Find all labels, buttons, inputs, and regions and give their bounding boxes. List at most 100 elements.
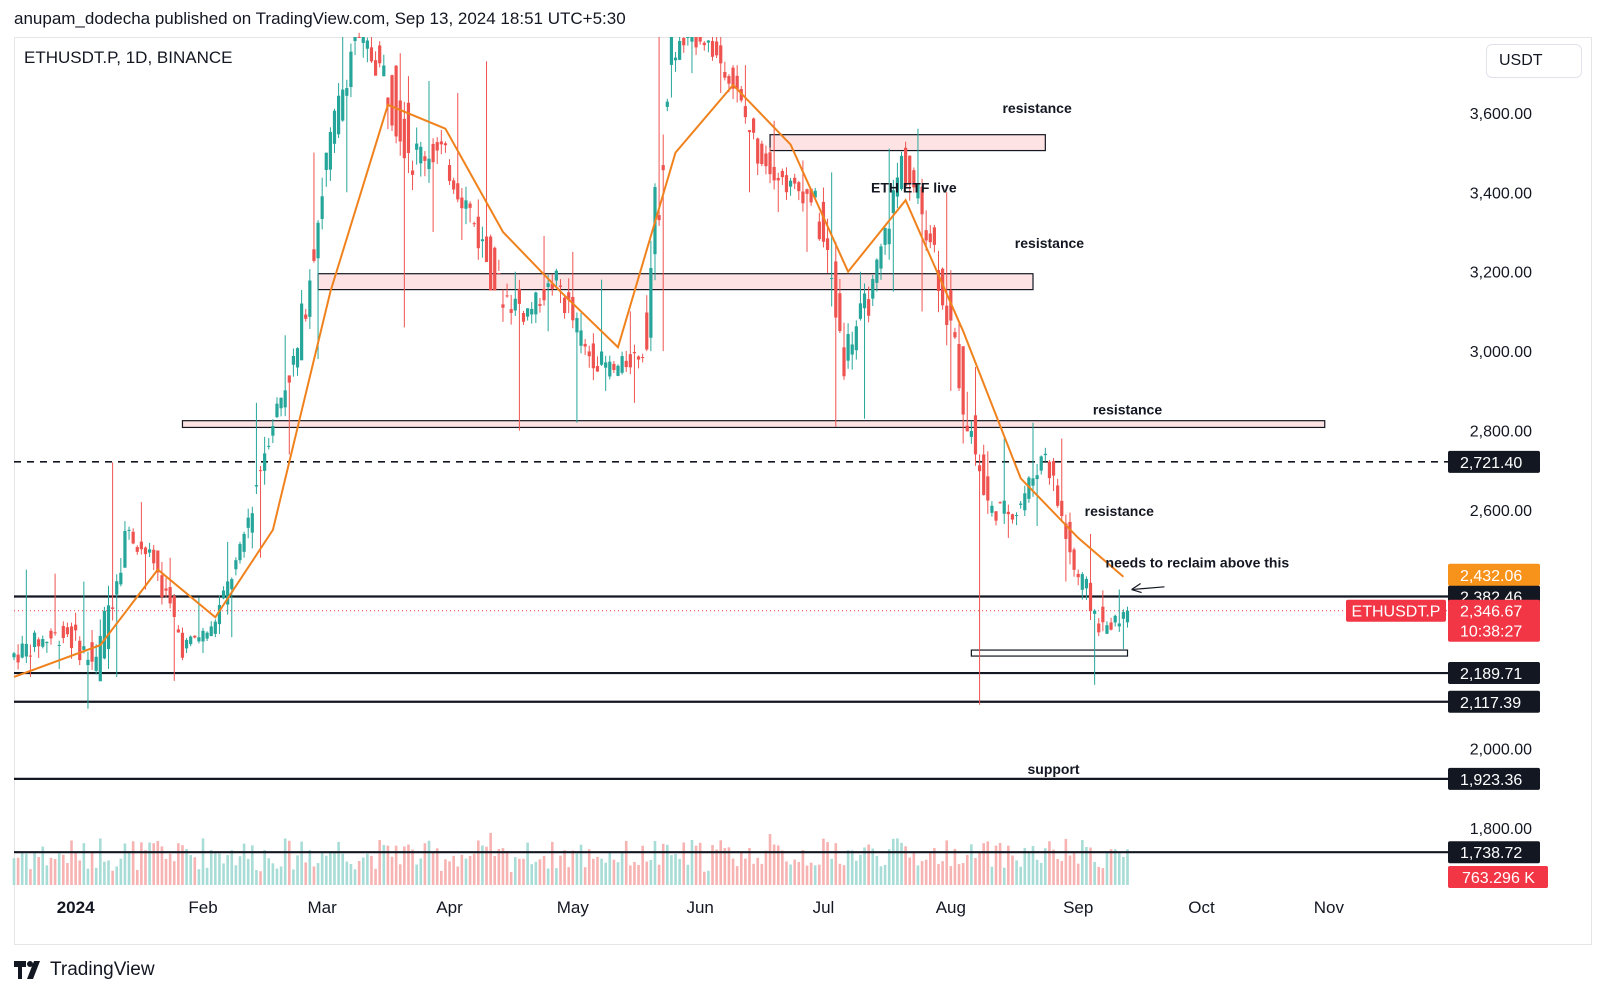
candle-body bbox=[583, 343, 587, 347]
candle-body bbox=[682, 38, 686, 46]
candle-body bbox=[838, 293, 842, 332]
candle-body bbox=[45, 642, 49, 644]
candle bbox=[369, 37, 374, 63]
volume-bar bbox=[20, 852, 24, 885]
candle-body bbox=[904, 147, 908, 187]
candle bbox=[345, 79, 349, 193]
last-price-label: 2,346.67 bbox=[1460, 604, 1522, 621]
footer-brand[interactable]: TradingView bbox=[14, 959, 155, 981]
candle-body bbox=[61, 625, 65, 639]
candle bbox=[61, 621, 65, 644]
candle bbox=[571, 251, 575, 329]
candle bbox=[139, 502, 143, 555]
candle-body bbox=[1084, 578, 1089, 589]
candle bbox=[94, 644, 98, 675]
candle-body bbox=[645, 312, 649, 350]
candle bbox=[1101, 590, 1105, 632]
volume-bar bbox=[460, 854, 464, 885]
candle-body bbox=[131, 531, 135, 544]
volume-bar bbox=[702, 871, 706, 885]
candle-body bbox=[1023, 493, 1027, 511]
candle bbox=[398, 53, 402, 156]
volume-bar bbox=[538, 859, 542, 885]
volume-bar bbox=[978, 852, 981, 885]
candle bbox=[349, 43, 353, 98]
candle bbox=[620, 351, 624, 375]
candle-body bbox=[957, 343, 961, 389]
candle bbox=[1068, 512, 1072, 565]
candle bbox=[797, 180, 801, 201]
volume-bar bbox=[534, 861, 538, 885]
price-tick: 2,000.00 bbox=[1470, 741, 1532, 758]
volume-bar bbox=[423, 843, 427, 885]
candle bbox=[1072, 547, 1076, 577]
candle bbox=[916, 128, 920, 205]
volume-bar bbox=[448, 861, 451, 885]
candle-body bbox=[846, 333, 850, 361]
candle-body bbox=[994, 511, 998, 521]
candle-body bbox=[554, 270, 558, 281]
volume-bar bbox=[719, 840, 723, 885]
volume-bar bbox=[193, 857, 197, 885]
currency-unit-button[interactable]: USDT bbox=[1486, 44, 1582, 78]
candle bbox=[304, 308, 308, 322]
candle bbox=[143, 546, 148, 590]
volume-bar bbox=[398, 864, 402, 885]
volume-bar bbox=[920, 861, 924, 885]
moving-average bbox=[13, 83, 1125, 678]
volume-bar bbox=[575, 853, 579, 885]
volume-bar bbox=[1085, 847, 1088, 885]
volume-tag-label: 763.296 K bbox=[1462, 870, 1535, 887]
volume-bar bbox=[711, 845, 714, 885]
time-tick: Apr bbox=[436, 898, 463, 917]
candle-body bbox=[65, 627, 70, 635]
volume-bar bbox=[411, 849, 414, 885]
volume-bar bbox=[119, 858, 123, 885]
candle-body bbox=[143, 547, 148, 555]
candle bbox=[328, 127, 332, 181]
volume-bar bbox=[505, 850, 509, 885]
candle bbox=[37, 637, 41, 658]
volume-bar bbox=[1052, 849, 1055, 885]
volume-bar bbox=[168, 853, 172, 885]
candle-body bbox=[394, 65, 398, 137]
candle bbox=[32, 630, 37, 652]
candle-body bbox=[123, 530, 127, 568]
horizontal-levels bbox=[14, 461, 1448, 854]
time-tick: Nov bbox=[1314, 898, 1345, 917]
candle-body bbox=[1076, 573, 1080, 578]
volume-bar bbox=[312, 866, 316, 885]
volume-bar bbox=[464, 858, 468, 885]
volume-bar bbox=[887, 849, 891, 885]
candle bbox=[694, 37, 698, 55]
candle bbox=[131, 528, 135, 545]
ma-tag bbox=[1448, 563, 1540, 586]
volume-bar bbox=[555, 868, 558, 885]
ma-line bbox=[13, 83, 1125, 678]
volume-bar bbox=[509, 871, 513, 885]
candle bbox=[308, 269, 312, 329]
candle bbox=[1080, 572, 1084, 600]
volume-bar bbox=[292, 869, 295, 885]
candle bbox=[341, 37, 345, 122]
candle-body bbox=[702, 42, 706, 46]
candle-body bbox=[842, 347, 846, 377]
volume-bar bbox=[1056, 859, 1059, 885]
candle bbox=[378, 41, 382, 68]
symbol-label[interactable]: ETHUSDT.P, 1D, BINANCE bbox=[24, 48, 233, 67]
volume-bar bbox=[645, 861, 649, 885]
volume-bar bbox=[481, 845, 484, 885]
candle-body bbox=[1019, 503, 1023, 505]
candle bbox=[209, 621, 213, 637]
candle bbox=[793, 173, 797, 189]
volume-bar bbox=[218, 853, 221, 885]
volume-bar bbox=[657, 864, 661, 885]
volume-bar bbox=[226, 855, 229, 885]
candle-body bbox=[604, 362, 608, 368]
candle bbox=[250, 506, 254, 549]
candle-body bbox=[599, 351, 604, 365]
volume-bar bbox=[37, 857, 40, 885]
candle bbox=[300, 290, 304, 361]
candle bbox=[221, 586, 226, 600]
